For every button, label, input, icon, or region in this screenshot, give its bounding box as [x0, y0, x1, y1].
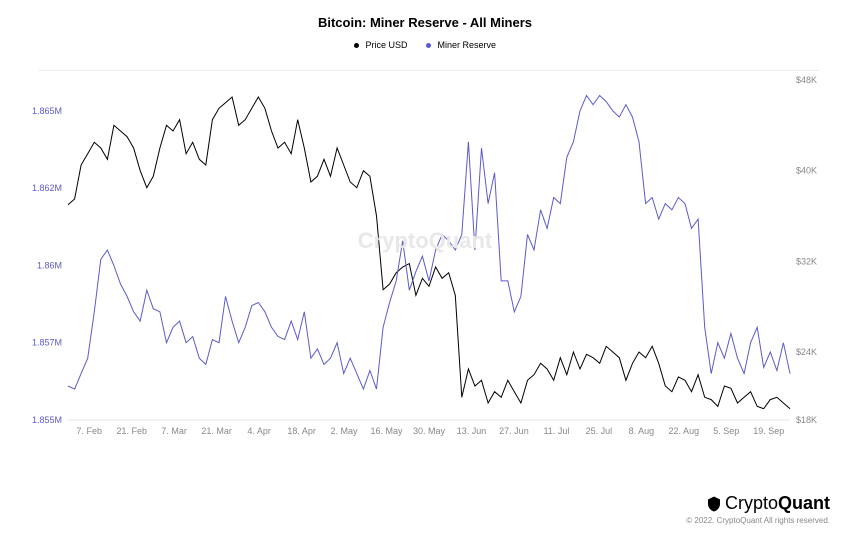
- svg-text:$32K: $32K: [796, 256, 817, 266]
- svg-text:$48K: $48K: [796, 75, 817, 85]
- footer: CryptoQuant © 2022. CryptoQuant All righ…: [686, 493, 830, 525]
- svg-text:1.857M: 1.857M: [32, 338, 62, 348]
- svg-text:27. Jun: 27. Jun: [499, 426, 529, 436]
- svg-text:2. May: 2. May: [331, 426, 359, 436]
- svg-text:7. Mar: 7. Mar: [161, 426, 187, 436]
- svg-text:5. Sep: 5. Sep: [713, 426, 739, 436]
- svg-text:30. May: 30. May: [413, 426, 446, 436]
- svg-text:7. Feb: 7. Feb: [76, 426, 102, 436]
- svg-text:1.865M: 1.865M: [32, 106, 62, 116]
- svg-text:1.855M: 1.855M: [32, 415, 62, 425]
- svg-text:8. Aug: 8. Aug: [629, 426, 655, 436]
- chart-svg: 1.855M 1.857M 1.86M 1.862M 1.865M $18K $24K $32…: [20, 70, 830, 450]
- svg-text:1.86M: 1.86M: [37, 260, 62, 270]
- svg-text:$18K: $18K: [796, 415, 817, 425]
- legend-dot-price: [354, 43, 359, 48]
- logo-icon: [705, 495, 723, 513]
- svg-text:11. Jul: 11. Jul: [543, 426, 569, 436]
- svg-text:21. Mar: 21. Mar: [201, 426, 232, 436]
- svg-text:1.862M: 1.862M: [32, 183, 62, 193]
- chart-area: CryptoQuant 1.855M1.857M1.86M1.862M1.865…: [20, 70, 830, 450]
- svg-text:19. Sep: 19. Sep: [753, 426, 784, 436]
- price-line: [68, 97, 790, 409]
- svg-text:18. Apr: 18. Apr: [287, 426, 316, 436]
- footer-logo: CryptoQuant: [686, 493, 830, 514]
- footer-copyright: © 2022. CryptoQuant All rights reserved.: [686, 516, 830, 525]
- svg-text:$24K: $24K: [796, 347, 817, 357]
- legend-item-reserve: Miner Reserve: [426, 40, 496, 50]
- svg-text:13. Jun: 13. Jun: [457, 426, 487, 436]
- svg-text:$40K: $40K: [796, 166, 817, 176]
- legend-label-reserve: Miner Reserve: [438, 40, 497, 50]
- svg-text:4. Apr: 4. Apr: [247, 426, 271, 436]
- svg-text:25. Jul: 25. Jul: [586, 426, 613, 436]
- footer-logo-text: CryptoQuant: [725, 493, 830, 513]
- legend-dot-reserve: [426, 43, 431, 48]
- svg-text:16. May: 16. May: [371, 426, 404, 436]
- reserve-line: [68, 96, 790, 390]
- legend-item-price: Price USD: [354, 40, 408, 50]
- chart-legend: Price USD Miner Reserve: [20, 40, 830, 50]
- svg-text:21. Feb: 21. Feb: [116, 426, 147, 436]
- svg-text:22. Aug: 22. Aug: [669, 426, 700, 436]
- chart-title: Bitcoin: Miner Reserve - All Miners: [20, 15, 830, 30]
- legend-label-price: Price USD: [365, 40, 407, 50]
